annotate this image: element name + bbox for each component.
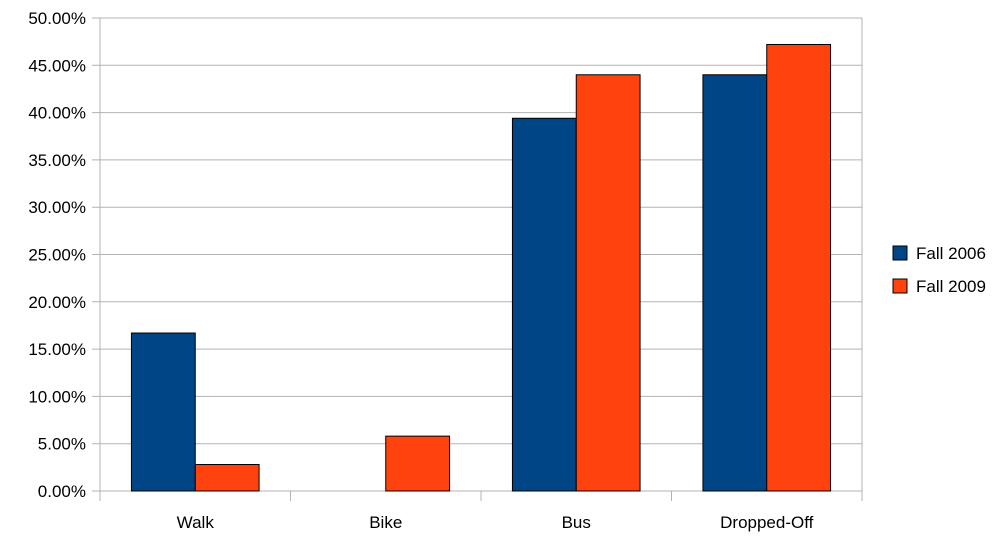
y-tick-label: 45.00% — [28, 56, 86, 75]
legend-swatch — [892, 245, 908, 261]
bar-fall-2009-bus — [575, 74, 641, 492]
bar-fall-2006-walk — [130, 332, 196, 492]
bar-fall-2006-dropped-off — [702, 74, 768, 492]
bar-fall-2009-dropped-off — [766, 43, 832, 492]
y-tick-label: 5.00% — [38, 435, 86, 454]
y-tick-label: 35.00% — [28, 151, 86, 170]
legend: Fall 2006 Fall 2009 — [892, 244, 986, 296]
y-tick-label: 0.00% — [38, 482, 86, 501]
y-tick-label: 15.00% — [28, 340, 86, 359]
gridlines — [92, 17, 862, 492]
y-tick-label: 20.00% — [28, 293, 86, 312]
x-tick-label: Walk — [177, 513, 215, 532]
x-tick-label: Bike — [369, 513, 402, 532]
legend-label: Fall 2009 — [916, 277, 986, 296]
legend-label: Fall 2006 — [916, 244, 986, 263]
x-tick-label: Bus — [562, 513, 591, 532]
y-tick-label: 30.00% — [28, 198, 86, 217]
bar-fall-2006-bus — [511, 117, 577, 492]
bar-fall-2009-bike — [385, 435, 451, 492]
y-tick-label: 40.00% — [28, 104, 86, 123]
bars — [130, 43, 832, 492]
bar-fall-2009-walk — [194, 464, 260, 492]
y-tick-label: 50.00% — [28, 9, 86, 28]
x-tick-label: Dropped-Off — [720, 513, 814, 532]
axis-labels: 0.00% 5.00% 10.00% 15.00% 20.00% 25.00% 30.00%… — [28, 9, 813, 532]
y-tick-label: 25.00% — [28, 246, 86, 265]
legend-swatch — [892, 278, 908, 294]
y-tick-label: 10.00% — [28, 387, 86, 406]
